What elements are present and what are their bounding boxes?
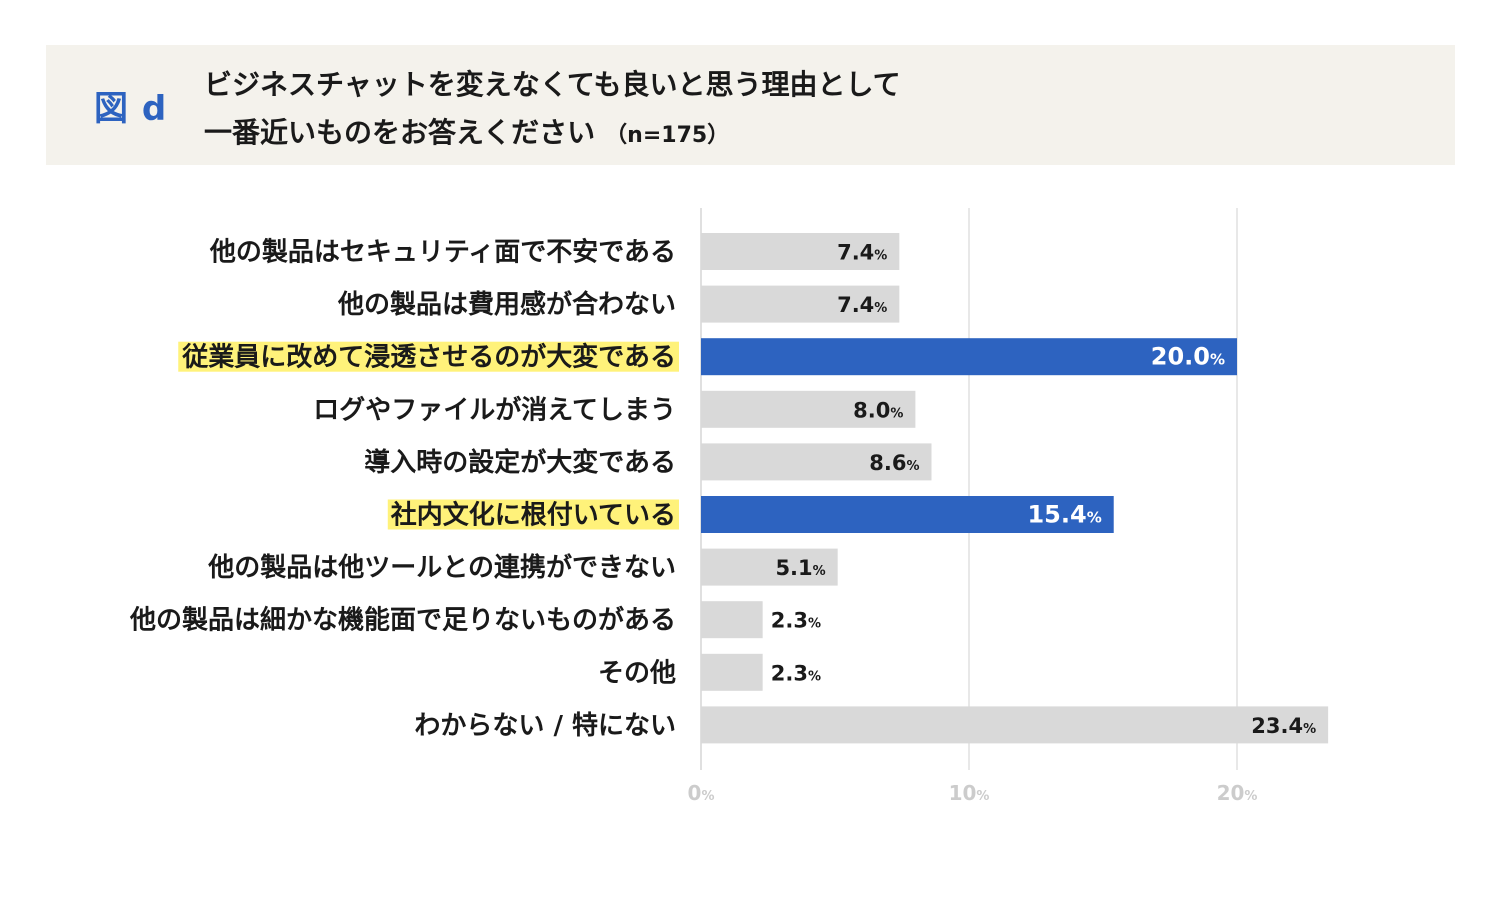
category-label: その他 <box>598 658 676 688</box>
data-label-unit: % <box>906 459 919 474</box>
bar <box>701 233 900 270</box>
data-label: 8.6% <box>869 451 919 475</box>
data-label: 2.3% <box>771 609 821 633</box>
category-label: 社内文化に根付いている <box>391 500 676 531</box>
data-label-value: 7.4 <box>837 241 874 265</box>
data-label-unit: % <box>874 301 887 316</box>
x-tick-unit: % <box>976 789 989 804</box>
bar <box>701 338 1237 376</box>
data-label-value: 5.1 <box>775 556 812 580</box>
bar <box>701 496 1114 533</box>
x-tick-value: 0 <box>688 781 702 805</box>
data-label-value: 2.3 <box>771 609 808 633</box>
bar <box>701 548 838 586</box>
x-tick-value: 20 <box>1217 781 1245 805</box>
x-tick-label: 20% <box>1217 781 1258 805</box>
data-label-unit: % <box>808 617 821 632</box>
data-label-unit: % <box>1087 509 1102 527</box>
data-label-unit: % <box>1210 351 1225 369</box>
data-label-unit: % <box>1303 722 1316 737</box>
chart-title-line-2: 一番近いものをお答えください （n=175） <box>204 111 729 151</box>
bar <box>701 285 900 323</box>
category-label: 他の製品は費用感が合わない <box>337 289 676 320</box>
data-label-unit: % <box>813 564 826 579</box>
bar <box>701 653 763 691</box>
bar <box>701 443 932 481</box>
data-label: 23.4% <box>1251 714 1316 738</box>
category-label: 従業員に改めて浸透させるのが大変である <box>181 342 676 373</box>
data-label-unit: % <box>890 406 903 421</box>
chart-title-line-1: ビジネスチャットを変えなくても良いと思う理由として <box>204 68 901 101</box>
figure-label: 図 d <box>94 89 168 129</box>
data-label-unit: % <box>874 249 887 264</box>
data-label-value: 23.4 <box>1251 714 1303 738</box>
data-label: 15.4% <box>1027 501 1101 529</box>
bar <box>701 390 916 428</box>
bar <box>701 706 1329 744</box>
data-label: 7.4% <box>837 293 887 317</box>
header-panel: 図 d ビジネスチャットを変えなくても良いと思う理由として 一番近いものをお答え… <box>46 45 1455 165</box>
x-tick-unit: % <box>1244 789 1257 804</box>
data-label: 8.0% <box>853 398 903 422</box>
category-label: 導入時の設定が大変である <box>364 447 676 478</box>
category-label: 他の製品はセキュリティ面で不安である <box>209 238 676 268</box>
x-tick-unit: % <box>701 789 714 804</box>
data-label-value: 8.6 <box>869 451 906 475</box>
x-tick-label: 10% <box>949 781 990 805</box>
category-label: 他の製品は他ツールとの連携ができない <box>207 552 676 583</box>
data-label-value: 2.3 <box>771 661 808 685</box>
data-label: 20.0% <box>1151 343 1225 371</box>
category-label: わからない / 特にない <box>414 710 676 741</box>
data-label-value: 8.0 <box>853 398 890 422</box>
sample-size: （n=175） <box>605 123 730 148</box>
data-label: 7.4% <box>837 241 887 265</box>
bar <box>701 601 763 639</box>
data-label: 5.1% <box>775 556 825 580</box>
x-tick-value: 10 <box>949 781 977 805</box>
category-label: 他の製品は細かな機能面で足りないものがある <box>129 605 676 636</box>
category-highlight <box>178 341 679 372</box>
category-label: ログやファイルが消えてしまう <box>313 394 676 425</box>
data-label-value: 7.4 <box>837 293 874 317</box>
data-label-value: 15.4 <box>1027 501 1086 529</box>
chart-title-line-2-text: 一番近いものをお答えください <box>204 116 596 149</box>
data-label-unit: % <box>808 669 821 684</box>
x-tick-label: 0% <box>688 781 715 805</box>
category-highlight <box>387 499 679 530</box>
data-label: 2.3% <box>771 661 821 685</box>
data-label-value: 20.0 <box>1151 343 1210 371</box>
